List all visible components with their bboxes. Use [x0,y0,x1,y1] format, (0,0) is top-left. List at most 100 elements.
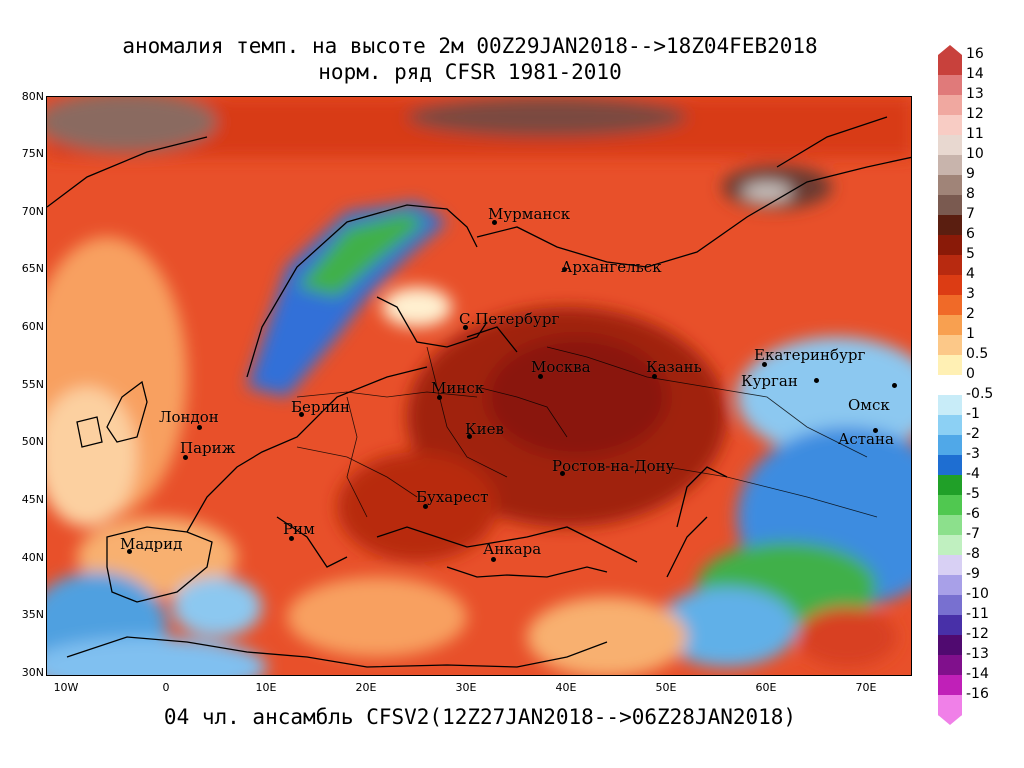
city-label: Мурманск [488,205,571,223]
lon-label: 0 [162,681,170,694]
lon-label: 30E [455,681,477,694]
colorbar-tick-label: -12 [966,626,989,642]
city-label: Минск [431,379,485,397]
colorbar-tick-label: 1 [966,326,975,342]
city-label: Мадрид [120,535,183,553]
anomaly-map [46,96,912,676]
colorbar-swatch [938,375,962,396]
colorbar-swatch [938,695,962,716]
colorbar-tick-label: -14 [966,666,989,682]
colorbar-tick-label: 14 [966,66,984,82]
colorbar [938,45,962,725]
colorbar-tick-label: -10 [966,586,989,602]
colorbar-swatch [938,175,962,196]
colorbar-swatch [938,235,962,256]
city-marker [423,504,428,509]
lat-label: 65N [21,262,44,275]
colorbar-swatch [938,255,962,276]
lon-label: 10W [53,681,79,694]
colorbar-swatch [938,475,962,496]
city-marker [538,374,543,379]
city-marker [491,557,496,562]
city-label: Астана [838,430,894,448]
colorbar-tick-label: -5 [966,486,980,502]
lat-label: 75N [21,147,44,160]
city-label: Париж [180,439,236,457]
colorbar-tick-label: -3 [966,446,980,462]
city-label: Курган [741,372,798,390]
colorbar-swatch [938,215,962,236]
colorbar-swatch [938,335,962,356]
city-marker [873,428,878,433]
colorbar-swatch [938,535,962,556]
colorbar-swatch [938,635,962,656]
lon-label: 70E [855,681,877,694]
city-label: Анкара [483,540,542,558]
city-label: Лондон [159,408,219,426]
city-marker [562,267,567,272]
lat-label: 60N [21,320,44,333]
colorbar-tick-label: 10 [966,146,984,162]
colorbar-swatch [938,615,962,636]
colorbar-tick-label: 6 [966,226,975,242]
colorbar-swatch [938,75,962,96]
colorbar-tick-label: 16 [966,46,984,62]
colorbar-swatch [938,435,962,456]
city-marker [492,220,497,225]
city-marker [762,362,767,367]
lat-label: 40N [21,551,44,564]
lat-label: 55N [21,378,44,391]
city-label: Бухарест [416,488,489,506]
colorbar-swatch [938,415,962,436]
colorbar-tick-label: -2 [966,426,980,442]
colorbar-swatch [938,115,962,136]
anomaly-field [47,97,911,675]
colorbar-tick-label: 0 [966,366,975,382]
colorbar-tick-label: 9 [966,166,975,182]
colorbar-tick-label: -6 [966,506,980,522]
chart-title: аномалия темп. на высоте 2м 00Z29JAN2018… [122,34,818,58]
colorbar-swatch [938,275,962,296]
lon-label: 20E [355,681,377,694]
city-marker [463,325,468,330]
city-label: Ростов-на-Дону [552,457,675,475]
colorbar-tick-label: -4 [966,466,980,482]
colorbar-tick-label: 5 [966,246,975,262]
colorbar-swatch [938,395,962,416]
city-label: Киев [465,420,504,438]
colorbar-swatch [938,515,962,536]
colorbar-tick-label: 13 [966,86,984,102]
colorbar-swatch [938,495,962,516]
coastlines [47,116,911,668]
city-marker [437,395,442,400]
colorbar-tick-label: -9 [966,566,980,582]
city-label: Рим [283,520,315,538]
lat-label: 70N [21,205,44,218]
colorbar-swatch [938,595,962,616]
colorbar-swatch [938,195,962,216]
colorbar-swatch [938,295,962,316]
lat-label: 80N [21,90,44,103]
city-marker [560,471,565,476]
colorbar-swatch [938,555,962,576]
city-marker [299,412,304,417]
colorbar-swatch [938,135,962,156]
city-label: Екатеринбург [754,346,866,364]
city-marker [467,434,472,439]
colorbar-bottom-arrow [938,715,962,725]
city-label: Берлин [291,398,351,416]
colorbar-tick-label: -13 [966,646,989,662]
lon-label: 40E [555,681,577,694]
city-marker [892,383,897,388]
city-marker [183,455,188,460]
city-label: С.Петербург [459,310,560,328]
colorbar-tick-label: 0.5 [966,346,989,362]
lon-label: 10E [255,681,277,694]
city-marker [289,536,294,541]
colorbar-tick-label: 7 [966,206,975,222]
lat-label: 30N [21,666,44,679]
colorbar-tick-label: 3 [966,286,975,302]
colorbar-swatch [938,455,962,476]
colorbar-tick-label: 4 [966,266,975,282]
chart-footer: 04 чл. ансамбль CFSV2(12Z27JAN2018-->06Z… [163,705,797,729]
